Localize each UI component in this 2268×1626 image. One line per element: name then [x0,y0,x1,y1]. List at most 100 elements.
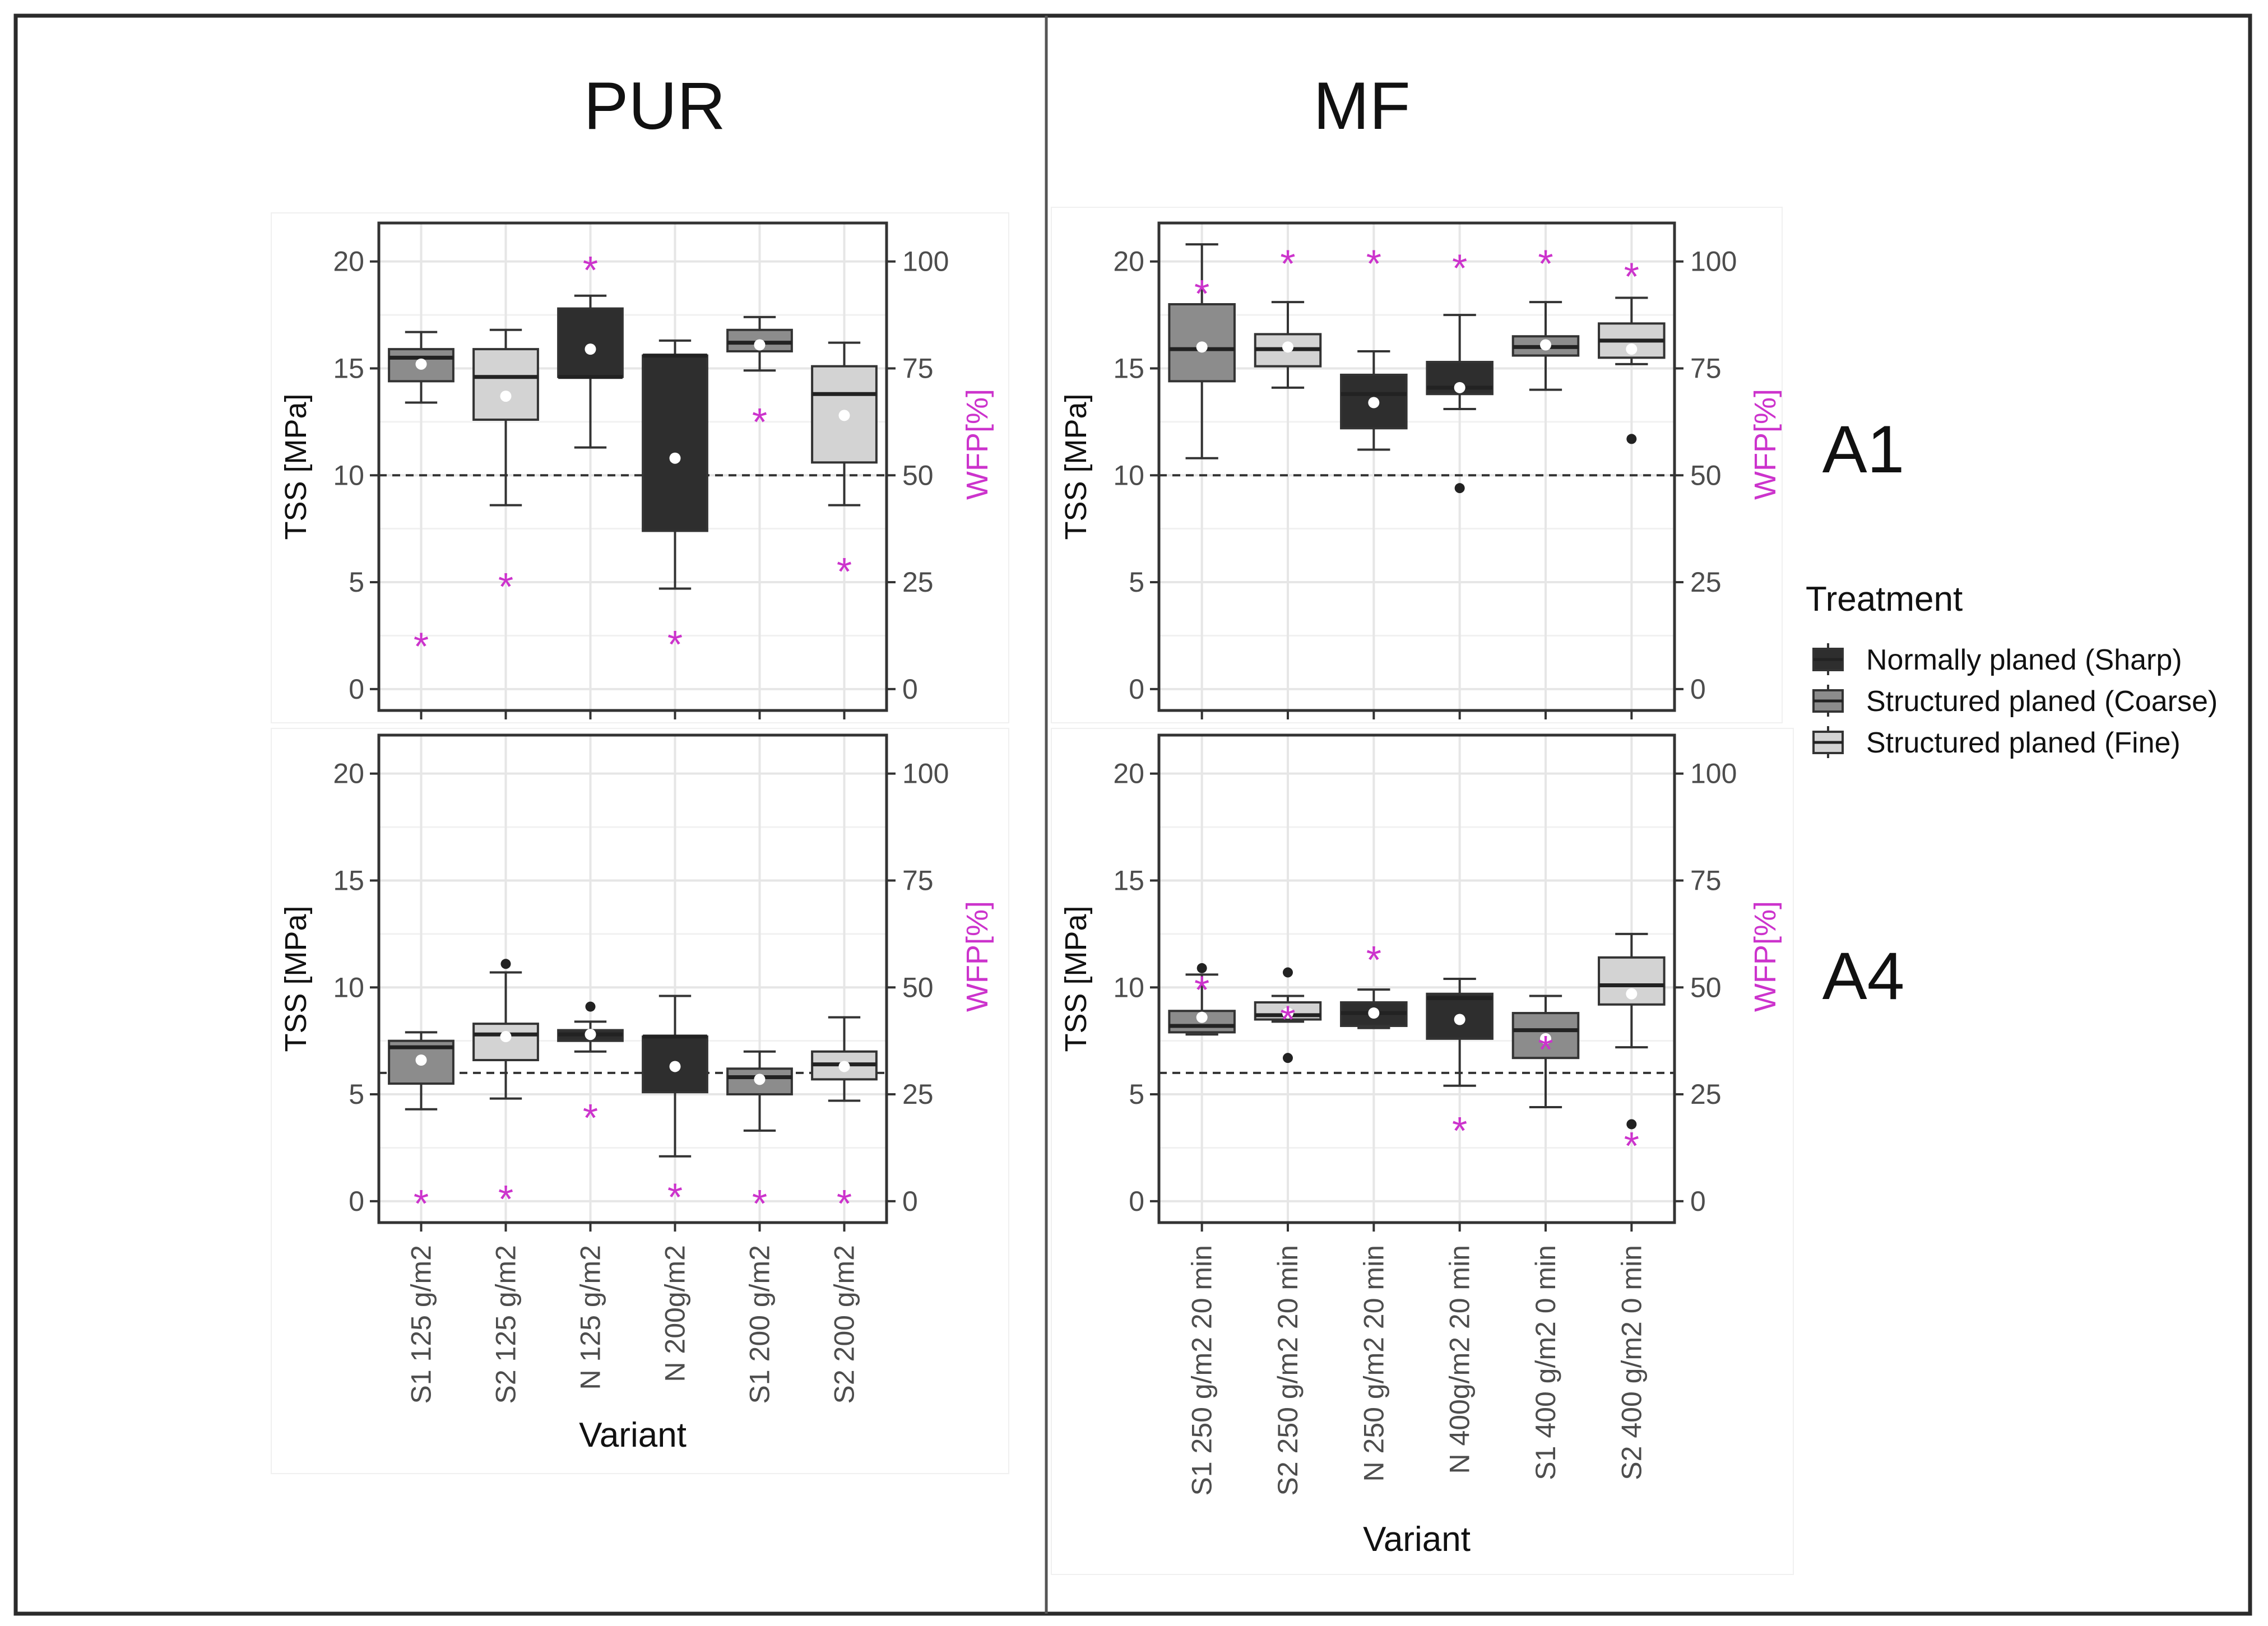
mean-marker [1454,1014,1465,1025]
y2-tick-label: 25 [1690,1079,1722,1110]
y2-tick-label: 75 [1690,352,1722,384]
box-1 [1168,243,1236,459]
box-2 [472,959,539,1100]
mean-marker [1540,1033,1551,1044]
box-1 [388,1031,454,1111]
y2-tick-label: 75 [1690,865,1722,896]
legend: Treatment Normally planed (Sharp) Struct… [1806,580,2218,759]
column-title-pur: PUR [583,68,725,143]
box-6 [1598,932,1666,1130]
legend-label-fine: Structured planed (Fine) [1866,727,2181,759]
outlier-point [1626,434,1637,444]
panel-mf-a4: * * * * * * 0 5 10 15 20 0 25 50 75 100 TSS [MPa] WFP[%] S… [1051,728,1794,1575]
box-body [472,348,539,421]
box-6 [1598,296,1666,444]
mean-marker [1196,341,1208,353]
plot-frame [377,221,888,712]
box-5 [1511,995,1580,1108]
mean-marker [838,410,850,421]
outlier-point [1626,1119,1637,1130]
panel-mf-a1: * * * * * * 0 5 10 15 20 0 25 50 75 100 TSS [MPa] WFP[%] [1051,207,1783,723]
category-label: S1 250 g/m2 20 min [1186,1245,1218,1496]
legend-label-coarse: Structured planed (Coarse) [1866,685,2218,718]
wfp-marker: * [837,1182,852,1225]
y-tick-label: 10 [1113,972,1144,1003]
category-label: S2 400 g/m2 0 min [1616,1245,1647,1480]
wfp-marker: * [1452,246,1467,290]
y-tick-label: 0 [349,673,364,705]
box-3 [557,294,624,449]
box-1 [388,331,454,404]
mean-marker [1540,339,1551,351]
y2-tick-label: 100 [902,758,949,789]
plot-area [379,223,887,710]
y2-tick-label: 100 [1690,246,1737,277]
outlier-point [1196,963,1207,973]
y2-tick-label: 25 [902,1079,934,1110]
mean-marker [585,1029,596,1040]
y-tick-label: 15 [333,352,364,384]
y2-axis-title: WFP[%] [1748,389,1782,500]
mean-marker [1368,1007,1380,1019]
box-4 [1426,314,1494,494]
wfp-marker: * [1366,242,1381,286]
y-axis-title: TSS [MPa] [1059,393,1093,540]
category-label: N 400g/m2 20 min [1444,1245,1476,1474]
wfp-marker: * [583,1096,598,1140]
mean-marker [754,339,766,351]
box-body [642,354,708,532]
row-label-a4: A4 [1822,939,1905,1014]
mean-marker [1282,1007,1293,1019]
y-tick-label: 0 [349,1186,364,1217]
box-5 [726,1050,793,1132]
box-6 [811,341,878,507]
category-label: N 200g/m2 [660,1245,691,1382]
y2-tick-label: 0 [902,1186,918,1217]
y-tick-label: 5 [1129,566,1144,598]
y2-tick-label: 50 [1690,459,1722,491]
category-label: S1 400 g/m2 0 min [1530,1245,1561,1480]
y-tick-label: 15 [1113,865,1144,896]
box-3 [1340,350,1408,451]
mean-marker [1282,341,1293,353]
category-label: S1 200 g/m2 [744,1245,776,1404]
y2-tick-label: 50 [902,459,934,491]
wfp-marker: * [667,1175,683,1219]
wfp-marker: * [1624,1124,1639,1168]
mean-marker [585,343,596,355]
box-2 [1254,301,1322,389]
legend-title: Treatment [1806,580,1963,619]
y-tick-label: 10 [1113,459,1144,491]
mean-marker [1626,343,1638,355]
column-title-mf: MF [1313,68,1410,143]
wfp-marker: * [498,565,513,608]
mean-marker [669,1061,681,1072]
row-label-a1: A1 [1822,412,1905,487]
outlier-point [1283,1053,1293,1063]
box-6 [811,1016,878,1102]
outer-frame [13,13,2252,1616]
y-tick-label: 15 [333,865,364,896]
legend-item-sharp: Normally planed (Sharp) [1812,643,2182,676]
y-tick-label: 0 [1129,1186,1144,1217]
category-label: N 125 g/m2 [575,1245,606,1390]
plot-frame [377,733,888,1224]
wfp-marker: * [414,1182,429,1225]
box-2 [1254,967,1322,1063]
box-3 [557,1001,624,1053]
box-3 [1340,988,1408,1029]
y-tick-label: 20 [333,246,364,277]
y-tick-label: 15 [1113,352,1144,384]
category-label: S1 125 g/m2 [406,1245,437,1404]
category-label: S2 200 g/m2 [829,1245,860,1404]
outlier-point [585,1001,596,1012]
mean-marker [1454,382,1465,393]
wfp-marker: * [667,622,683,666]
y2-tick-label: 25 [902,566,934,598]
y2-axis-title: WFP[%] [961,389,994,500]
wfp-marker: * [1280,998,1295,1042]
y2-tick-label: 0 [1690,673,1706,705]
wfp-marker: * [1194,272,1209,315]
y2-tick-label: 75 [902,352,934,384]
outlier-point [500,959,511,969]
